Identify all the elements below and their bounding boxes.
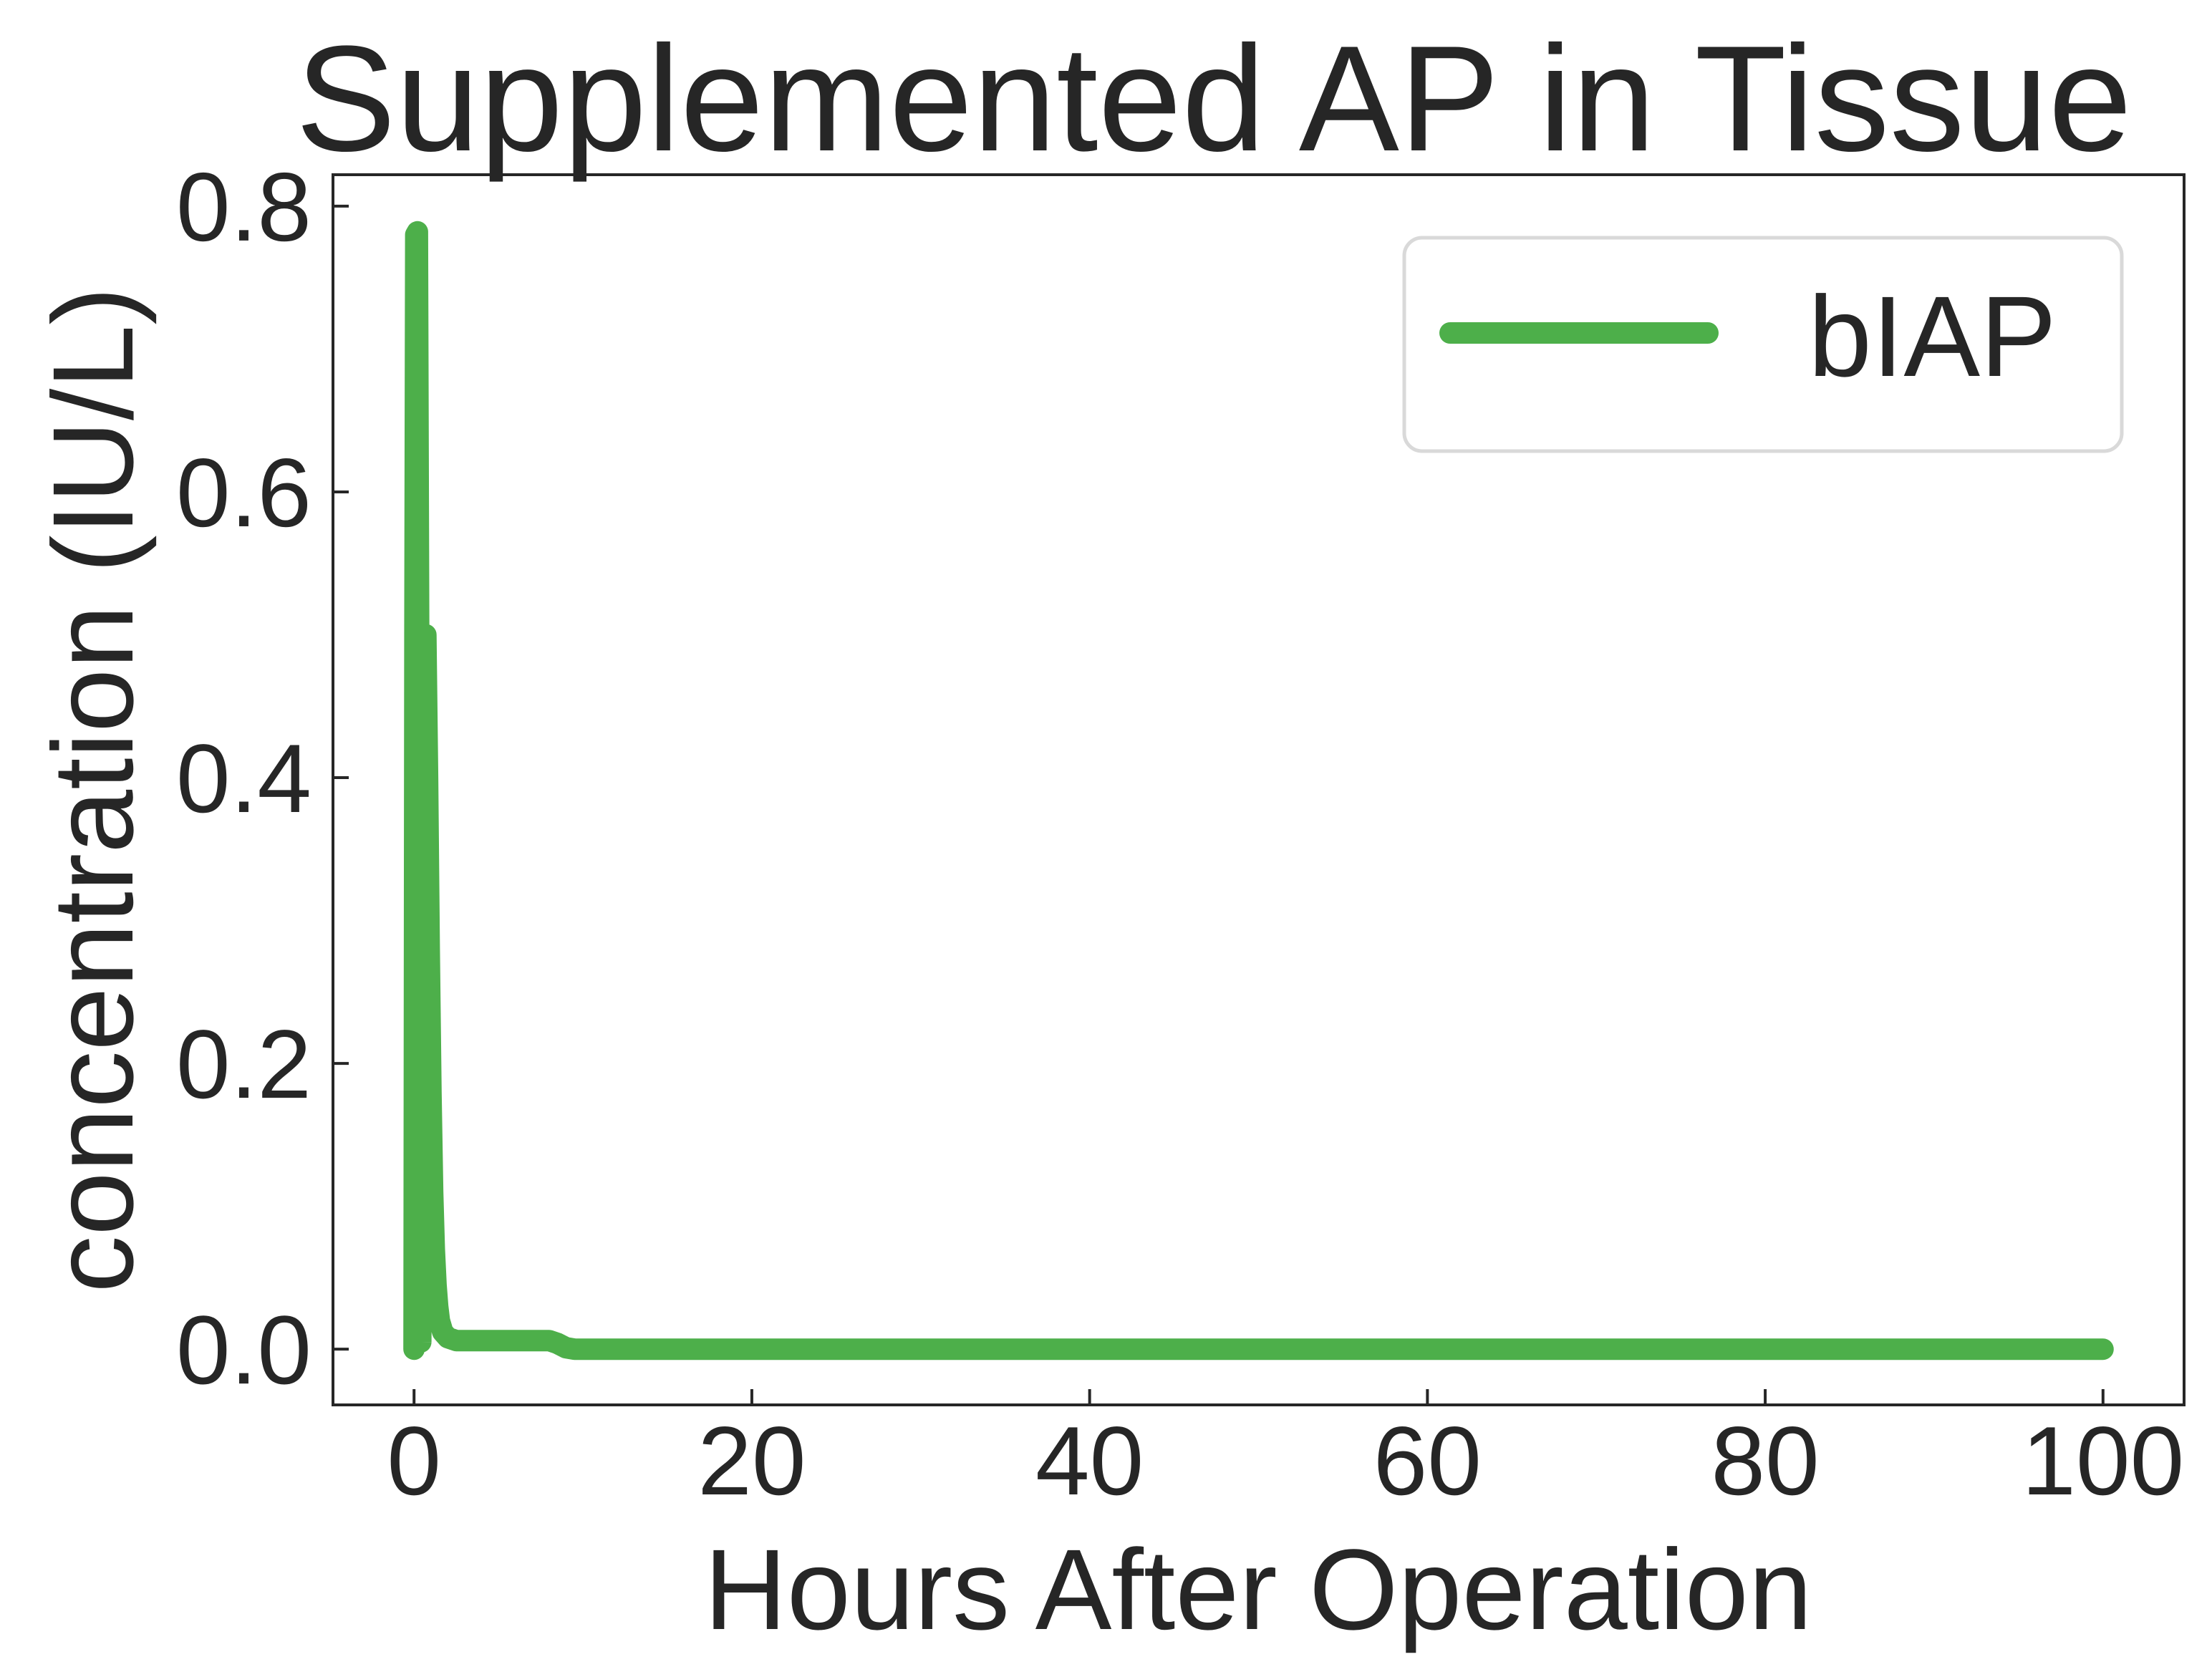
x-tick-label: 80 [1711, 1406, 1819, 1515]
series-line-biap [403, 221, 2114, 1361]
y-tick-label: 0.8 [176, 153, 311, 261]
legend-label-biap: bIAP [1808, 272, 2057, 400]
y-tick-label: 0.0 [176, 1295, 311, 1404]
x-tick-label: 20 [697, 1406, 806, 1515]
legend-box [1402, 236, 2124, 453]
y-axis-label: concentration (IU/L) [29, 286, 157, 1292]
y-tick-label: 0.6 [176, 438, 311, 547]
ticks: 0 20 40 60 80 100 0.0 0.2 0.4 0.6 0.8 [176, 153, 2184, 1515]
x-tick-label: 100 [2022, 1406, 2184, 1515]
chart-title: Supplemented AP in Tissue [296, 14, 2133, 183]
x-tick-label: 40 [1035, 1406, 1144, 1515]
series-layer [403, 221, 2114, 1361]
y-tick-label: 0.2 [176, 1010, 311, 1118]
x-tick-label: 0 [387, 1406, 441, 1515]
plot-frame [332, 173, 2186, 1406]
y-tick-label: 0.4 [176, 724, 311, 833]
x-axis-label: Hours After Operation [704, 1525, 1812, 1653]
legend: bIAP [1402, 236, 2124, 453]
x-tick-label: 60 [1373, 1406, 1482, 1515]
